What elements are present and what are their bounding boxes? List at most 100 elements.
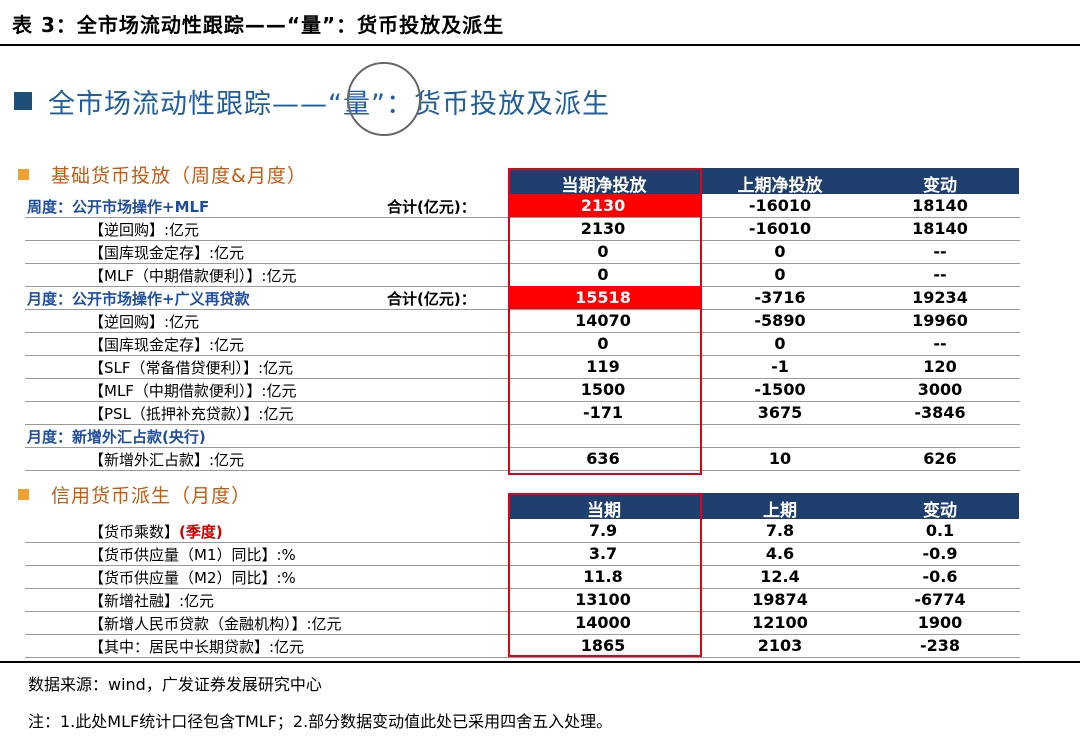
row-label-text: 【国库现金定存】:亿元 (89, 244, 245, 262)
current-value: 2130 (580, 196, 626, 215)
previous-value: 4.6 (765, 544, 795, 563)
previous-value: 0 (774, 334, 786, 353)
change-value: -- (933, 242, 947, 261)
row-label: 【新增外汇占款】:亿元 (89, 449, 244, 470)
row-label-text: 【SLF（常备借贷便利）】:亿元 (89, 359, 294, 377)
current-value: 0 (597, 334, 609, 353)
row-label-suffix: (季度) (179, 523, 223, 541)
table-row: 【逆回购】:亿元 2130 -16010 18140 (25, 217, 1020, 241)
previous-value: -5890 (754, 311, 806, 330)
table-row: 月度：公开市场操作+广义再贷款 合计(亿元)： 15518 -3716 19234 (25, 286, 1020, 310)
page-header-title: 表 3：全市场流动性跟踪——“量”：货币投放及派生 (12, 13, 505, 37)
column-header-change: 变动 (923, 176, 957, 196)
row-label: 【货币供应量（M1）同比】:% (89, 544, 296, 565)
highlight-cell (510, 194, 700, 217)
previous-value: -16010 (748, 196, 812, 215)
table-row: 【国库现金定存】:亿元 0 0 -- (25, 240, 1020, 264)
change-value: -- (933, 265, 947, 284)
table-row: 【SLF（常备借贷便利）】:亿元 119 -1 120 (25, 355, 1020, 379)
column-header-previous: 上期 (763, 501, 797, 521)
table-row: 周度：公开市场操作+MLF 合计(亿元)： 2130 -16010 18140 (25, 194, 1020, 218)
change-value: -0.9 (922, 544, 958, 563)
table-row: 【其中：居民中长期贷款】:亿元 1865 2103 -238 (25, 634, 1020, 658)
section2-header: 信用货币派生（月度） (18, 481, 251, 508)
change-value: -238 (919, 636, 961, 655)
page-header: 表 3：全市场流动性跟踪——“量”：货币投放及派生 (0, 0, 1080, 46)
change-value: -0.6 (922, 567, 958, 586)
change-value: -6774 (914, 590, 966, 609)
change-value: 626 (923, 449, 957, 468)
column-header-previous: 上期净投放 (737, 176, 823, 196)
row-label: 【逆回购】:亿元 (89, 219, 199, 240)
column-header-current: 当期净投放 (561, 176, 647, 196)
row-label-text: 【新增社融】:亿元 (89, 592, 215, 610)
table-row: 【PSL（抵押补充贷款）】:亿元 -171 3675 -3846 (25, 401, 1020, 425)
row-label-text: 【MLF（中期借款便利）】:亿元 (89, 267, 297, 285)
table-row: 【新增外汇占款】:亿元 636 10 626 (25, 447, 1020, 471)
row-label-text: 【国库现金定存】:亿元 (89, 336, 245, 354)
previous-value: 7.8 (765, 521, 795, 540)
current-value: 1500 (580, 380, 626, 399)
previous-value: -3716 (754, 288, 806, 307)
circle-highlight (347, 62, 421, 136)
current-value: 636 (586, 449, 620, 468)
row-label: 【MLF（中期借款便利）】:亿元 (89, 265, 296, 286)
table-row: 【逆回购】:亿元 14070 -5890 19960 (25, 309, 1020, 333)
row-label-text: 月度：新增外汇占款(央行) (27, 428, 206, 446)
row-label: 【逆回购】:亿元 (89, 311, 199, 332)
row-label: 【货币乘数】(季度) (89, 521, 223, 542)
previous-value: -1 (771, 357, 789, 376)
change-value: -- (933, 334, 947, 353)
row-label-text: 【MLF（中期借款便利）】:亿元 (89, 382, 297, 400)
note-text: 注：1.此处MLF统计口径包含TMLF；2.部分数据变动值此处已采用四舍五入处理… (28, 712, 613, 731)
row-label-text: 【货币供应量（M1）同比】:% (89, 546, 296, 564)
section-bullet-icon (18, 169, 29, 180)
change-value: -3846 (914, 403, 966, 422)
row-label-text: 【货币乘数】 (89, 523, 180, 541)
sum-label: 合计(亿元)： (387, 290, 476, 308)
section-bullet-icon (18, 489, 29, 500)
current-value: 1865 (580, 636, 626, 655)
current-value: 14070 (575, 311, 631, 330)
change-value: 19234 (912, 288, 968, 307)
previous-value: 12100 (752, 613, 808, 632)
row-label: 月度：公开市场操作+广义再贷款 (27, 288, 250, 309)
previous-value: 0 (774, 242, 786, 261)
row-label: 【SLF（常备借贷便利）】:亿元 (89, 357, 293, 378)
previous-value: -1500 (754, 380, 806, 399)
change-value: 18140 (912, 196, 968, 215)
row-label-text: 【新增人民币贷款（金融机构）】:亿元 (89, 615, 342, 633)
row-label: 【PSL（抵押补充贷款）】:亿元 (89, 403, 293, 424)
current-value: -171 (582, 403, 624, 422)
previous-value: 0 (774, 265, 786, 284)
current-column-frame-1 (508, 168, 702, 475)
section2-column-header-bar (508, 493, 1019, 519)
section1-header-text: 基础货币投放（周度&月度） (51, 165, 307, 187)
row-label-text: 【逆回购】:亿元 (89, 221, 200, 239)
row-label-text: 月度：公开市场操作+广义再贷款 (27, 290, 250, 308)
table-row: 【新增社融】:亿元 13100 19874 -6774 (25, 588, 1020, 612)
row-label: 【货币供应量（M2）同比】:% (89, 567, 296, 588)
table-row: 【新增人民币贷款（金融机构）】:亿元 14000 12100 1900 (25, 611, 1020, 635)
row-label: 【MLF（中期借款便利）】:亿元 (89, 380, 296, 401)
change-value: 18140 (912, 219, 968, 238)
row-label: 【国库现金定存】:亿元 (89, 334, 244, 355)
current-value: 3.7 (588, 544, 618, 563)
change-value: 1900 (917, 613, 963, 632)
column-header-current: 当期 (587, 501, 621, 521)
row-label: 周度：公开市场操作+MLF (27, 196, 209, 217)
source-text: 数据来源：wind，广发证券发展研究中心 (28, 675, 322, 694)
section1-header: 基础货币投放（周度&月度） (18, 161, 307, 188)
row-label: 【国库现金定存】:亿元 (89, 242, 244, 263)
table-row: 【货币供应量（M1）同比】:% 3.7 4.6 -0.9 (25, 542, 1020, 566)
current-value: 7.9 (588, 521, 618, 540)
table-row: 【国库现金定存】:亿元 0 0 -- (25, 332, 1020, 356)
current-value: 13100 (575, 590, 631, 609)
slide-title-suffix: ：货币投放及派生 (385, 89, 610, 120)
previous-value: -16010 (748, 219, 812, 238)
previous-value: 19874 (752, 590, 808, 609)
table-row: 月度：新增外汇占款(央行) (25, 424, 1020, 448)
section2-header-text: 信用货币派生（月度） (51, 485, 252, 507)
previous-value: 3675 (757, 403, 803, 422)
row-label-text: 周度：公开市场操作+MLF (27, 198, 210, 216)
